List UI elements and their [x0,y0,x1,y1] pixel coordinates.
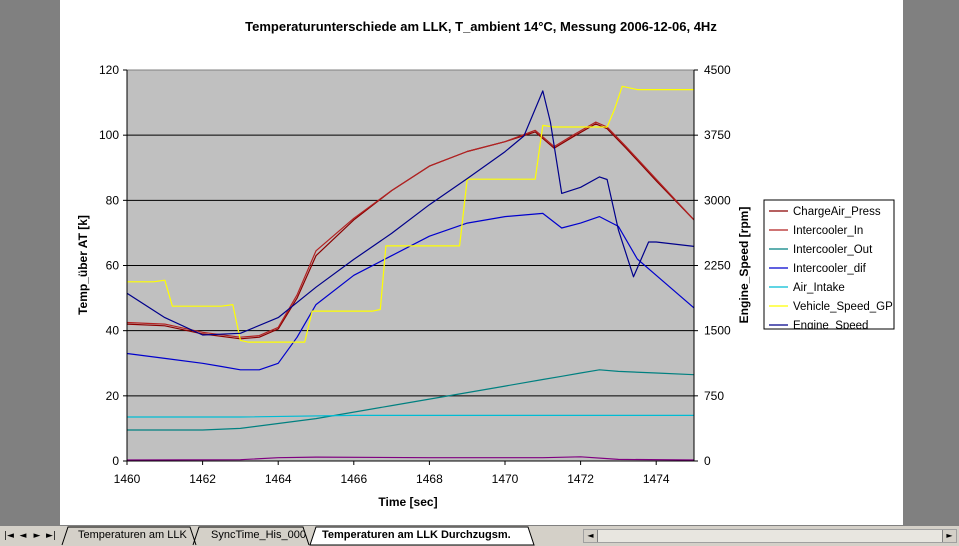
series-vehicle-speed-gps [127,85,694,343]
series-air-intake [127,414,694,418]
legend-label: ChargeAir_Press [793,206,881,218]
prev-sheet-button[interactable]: ◄ [19,531,27,541]
legend-box [763,199,895,330]
window-background-left [0,0,60,525]
scroll-left-arrow-icon[interactable]: ◄ [584,530,598,542]
legend-label: Air_Intake [793,282,845,294]
y2-tick-label: 3000 [704,193,731,207]
series-intercooler-out [127,369,695,431]
y2-tick-label: 3750 [704,128,731,142]
y2-tick-label: 0 [704,454,711,468]
x-tick-label: 1464 [265,472,292,486]
legend-label: Engine_Speed [793,320,868,332]
y-axis-label: Temp_über AT [k] [76,215,90,315]
x-axis-label: Time [sec] [378,495,437,509]
y-tick-label: 80 [106,193,120,207]
x-tick-label: 1462 [189,472,216,486]
y-tick-label: 120 [99,63,119,77]
window-background-right [903,0,959,525]
y2-axis-label: Engine_Speed [rpm] [737,207,751,324]
y2-tick-label: 750 [704,389,724,403]
series-intercooler-dif [126,212,695,371]
y-tick-label: 0 [112,454,119,468]
scroll-right-arrow-icon[interactable]: ► [942,530,956,542]
line-chart: Temperaturunterschiede am LLK, T_ambient… [76,19,901,509]
horizontal-scrollbar[interactable]: ◄ ► [583,529,957,543]
x-tick-label: 1466 [340,472,367,486]
last-sheet-button[interactable]: ►| [46,531,56,541]
sheet-tab-bar: |◄ ◄ ► ►| Temperaturen am LLK SyncTime_H… [0,525,959,546]
legend-label: Intercooler_Out [793,244,873,256]
x-tick-label: 1474 [643,472,670,486]
legend: ChargeAir_Press Intercooler_In Intercooler… [763,199,901,332]
y2-tick-label: 1500 [704,324,731,338]
y2-tick-label: 2250 [704,259,731,273]
tab-synctime-his[interactable]: SyncTime_His_000 [211,529,306,541]
gridlines [127,134,694,397]
x-tick-label: 1468 [416,472,443,486]
x-tick-label: 1460 [114,472,141,486]
y-tick-label: 60 [106,259,120,273]
tab-temperaturen-am-llk[interactable]: Temperaturen am LLK [78,529,187,541]
next-sheet-button[interactable]: ► [33,531,41,541]
series-intercooler-in [126,121,695,338]
x-tick-label: 1470 [492,472,519,486]
chart-title: Temperaturunterschiede am LLK, T_ambient… [245,19,717,34]
first-sheet-button[interactable]: |◄ [4,531,14,541]
legend-label: Intercooler_In [793,225,863,237]
y-tick-label: 20 [106,389,120,403]
axis-ticks: 0 20 40 60 80 100 120 0 750 1500 2250 3000 3750 4500 1… [99,63,731,486]
x-tick-label: 1472 [567,472,594,486]
series-engine-speed [126,90,695,336]
y-tick-label: 100 [99,128,119,142]
legend-label: Intercooler_dif [793,263,867,275]
legend-label: Vehicle_Speed_GPS [793,301,901,313]
series-unlabeled [126,456,695,461]
tab-outlines [61,526,535,546]
tab-temperaturen-durchzugsm[interactable]: Temperaturen am LLK Durchzugsm. [322,529,511,541]
series-group [126,85,695,461]
y2-tick-label: 4500 [704,63,731,77]
y-tick-label: 40 [106,324,120,338]
